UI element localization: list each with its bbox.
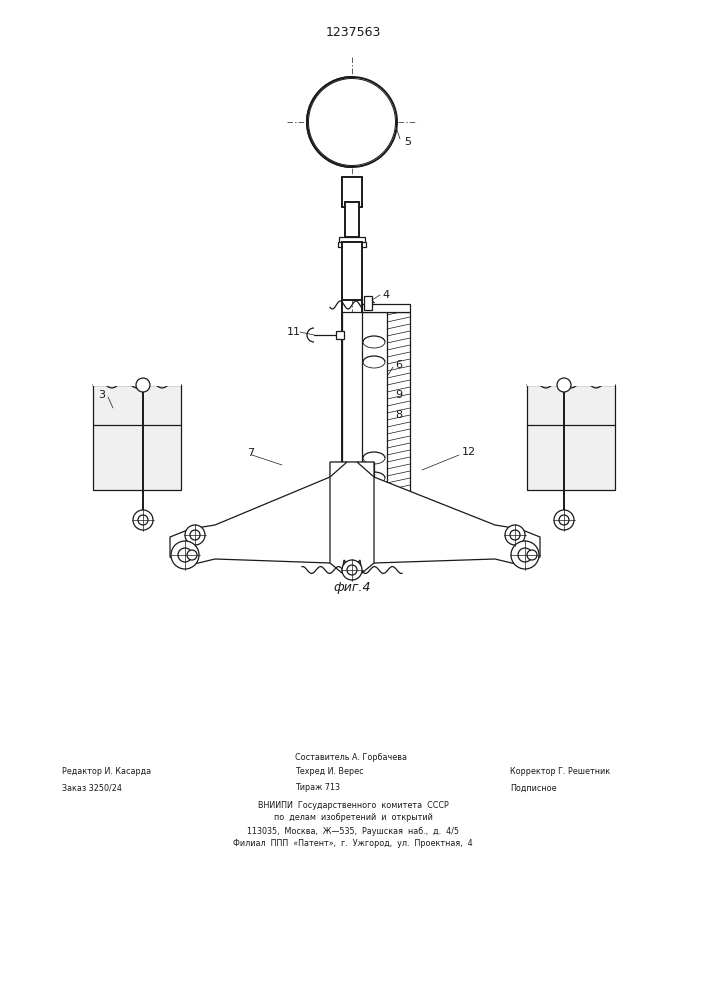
Circle shape [190, 530, 200, 540]
Text: 4: 4 [382, 290, 389, 300]
Text: Тираж 713: Тираж 713 [295, 784, 340, 792]
Text: 6: 6 [395, 360, 402, 370]
Bar [342, 177, 362, 207]
Text: 113035,  Москва,  Ж—⁠535,  Раушская  наб.,  д.  4/5: 113035, Москва, Ж—⁠535, Раушская наб., д… [247, 826, 459, 836]
Text: Составитель А. Горбачева: Составитель А. Горбачева [295, 754, 407, 762]
Text: 11: 11 [287, 327, 301, 337]
Text: 7: 7 [247, 448, 254, 458]
Text: 1237563: 1237563 [325, 25, 380, 38]
Text: 12: 12 [462, 447, 476, 457]
Text: Редактор И. Касарда: Редактор И. Касарда [62, 768, 151, 776]
Bar [336, 331, 344, 339]
Bar [339, 237, 365, 242]
Text: Филиал  ППП  «Патент»,  г.  Ужгород,  ул.  Проектная,  4: Филиал ППП «Патент», г. Ужгород, ул. Про… [233, 840, 473, 848]
Text: по  делам  изобретений  и  открытий: по делам изобретений и открытий [274, 814, 433, 822]
Circle shape [133, 510, 153, 530]
Circle shape [309, 79, 395, 165]
Bar [330, 462, 374, 548]
Text: Техред И. Верес: Техред И. Верес [295, 768, 363, 776]
Bar [527, 385, 615, 490]
Circle shape [557, 378, 571, 392]
Text: ВНИИПИ  Государственного  комитета  СССР: ВНИИПИ Государственного комитета СССР [257, 800, 448, 810]
Circle shape [138, 515, 148, 525]
Circle shape [527, 550, 537, 560]
Bar [93, 385, 181, 490]
Text: фиг.4: фиг.4 [333, 582, 370, 594]
Text: 8: 8 [395, 410, 402, 420]
Bar [93, 378, 181, 386]
Bar [342, 312, 410, 508]
Text: 3: 3 [98, 390, 105, 400]
Text: Заказ 3250/24: Заказ 3250/24 [62, 784, 122, 792]
Bar [362, 508, 410, 516]
Polygon shape [330, 462, 374, 573]
Circle shape [347, 565, 357, 575]
Circle shape [187, 550, 197, 560]
Circle shape [518, 548, 532, 562]
Text: 9: 9 [395, 390, 402, 400]
Circle shape [559, 515, 569, 525]
Circle shape [178, 548, 192, 562]
Circle shape [511, 541, 539, 569]
Circle shape [171, 541, 199, 569]
Circle shape [185, 525, 205, 545]
Circle shape [342, 560, 362, 580]
Text: 5: 5 [404, 137, 411, 147]
Circle shape [554, 510, 574, 530]
Bar [345, 202, 359, 237]
Polygon shape [170, 462, 347, 565]
Bar [362, 304, 410, 312]
Polygon shape [357, 462, 540, 565]
Bar [527, 378, 615, 386]
Circle shape [510, 530, 520, 540]
Text: Корректор Г. Решетник: Корректор Г. Решетник [510, 768, 610, 776]
Circle shape [505, 525, 525, 545]
Bar [364, 296, 372, 310]
Circle shape [136, 378, 150, 392]
Bar [342, 242, 362, 300]
Text: Подписное: Подписное [510, 784, 556, 792]
